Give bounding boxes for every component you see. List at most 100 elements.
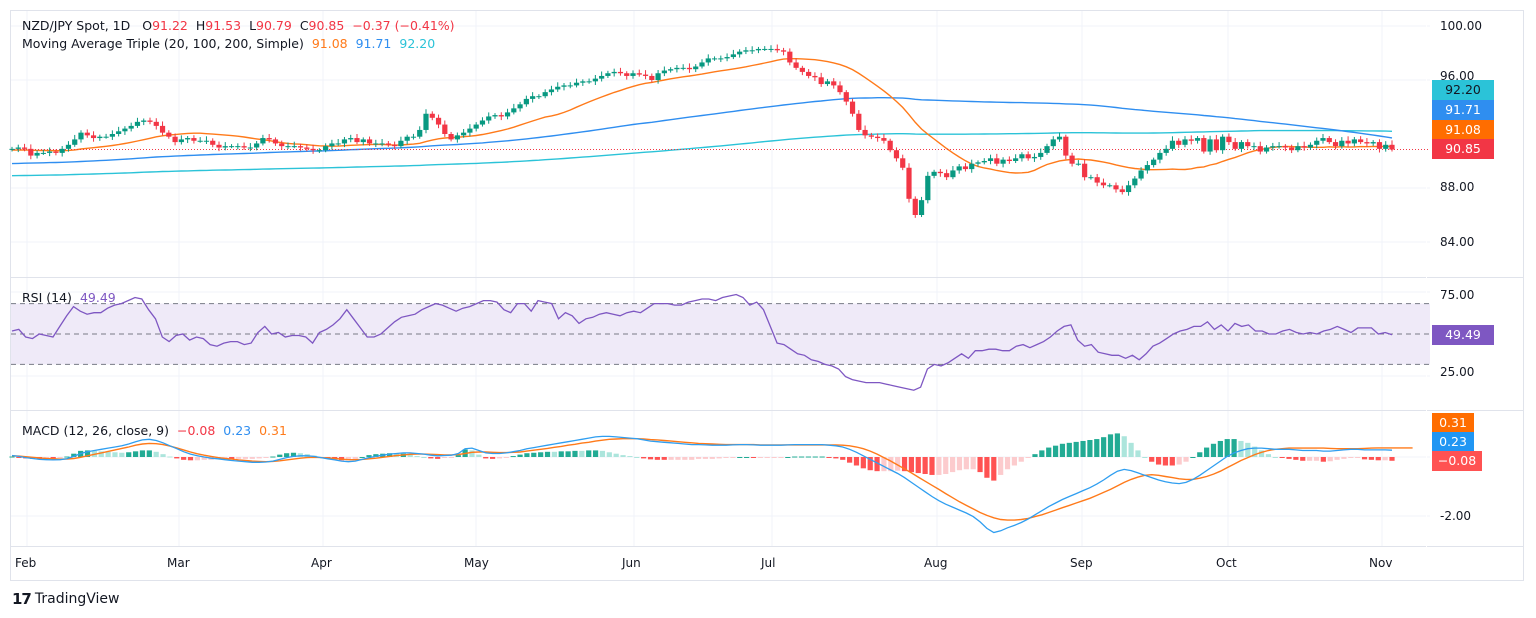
macd-histogram-bar [1327, 457, 1333, 462]
macd-histogram-bar [366, 455, 372, 457]
candle-up [78, 132, 84, 140]
candle-up [72, 139, 78, 145]
candle-up [1351, 139, 1357, 144]
candle-up [1013, 158, 1019, 161]
candle-up [348, 138, 354, 140]
candle-up [341, 139, 348, 144]
rsi-title[interactable]: RSI (14) [22, 290, 72, 305]
macd-histogram-bar [1046, 447, 1052, 457]
candlesticks [9, 44, 1395, 218]
ma-title[interactable]: Moving Average Triple (20, 100, 200, Sim… [22, 36, 304, 51]
macd-histogram-bar [1355, 457, 1361, 458]
macd-histogram-bar [544, 451, 551, 457]
macd-histogram-bar [1101, 437, 1107, 457]
macd-histogram-bar [867, 457, 873, 471]
macd-histogram-bar [84, 450, 91, 457]
candle-up [511, 108, 517, 113]
candle-down [216, 144, 222, 148]
macd-histogram-bar [922, 457, 928, 474]
macd-histogram-bar [1066, 442, 1072, 457]
brand-label: TradingView [34, 591, 120, 607]
candle-up [247, 147, 253, 149]
macd-histogram-bar [826, 457, 832, 458]
macd-histogram-bar [1252, 446, 1258, 457]
candle-down [272, 139, 279, 144]
candle-down [1389, 144, 1395, 150]
macd-histogram-bar [1197, 452, 1203, 457]
candle-down [818, 77, 824, 85]
candle-up [987, 158, 994, 161]
price-legend: NZD/JPY Spot, 1D O91.22 H91.53 L90.79 C9… [22, 18, 459, 33]
candle-down [787, 51, 793, 63]
macd-histogram-bar [792, 456, 798, 458]
macd-histogram-bar [1039, 450, 1045, 457]
candle-up [1295, 146, 1301, 151]
macd-histogram-bar [785, 457, 791, 458]
macd-histogram-bar [819, 456, 825, 458]
time-tick: Oct [1216, 556, 1237, 570]
candle-up [1276, 146, 1282, 148]
macd-histogram-bar [270, 456, 276, 458]
macd-histogram-bar [1094, 439, 1100, 457]
candle-up [379, 143, 385, 145]
macd-histogram-bar [263, 457, 269, 458]
candle-up [711, 58, 718, 60]
candle-down [297, 146, 304, 148]
macd-histogram-bar [702, 457, 709, 459]
macd-histogram-bar [853, 457, 860, 466]
price-tick: 100.00 [1440, 19, 1482, 33]
candle-up [1163, 148, 1169, 153]
candle-down [53, 151, 59, 153]
candle-up [335, 143, 341, 145]
high-value: 91.53 [205, 18, 242, 33]
macd-histogram-bar [1128, 442, 1134, 457]
candle-up [128, 125, 134, 129]
candle-down [159, 125, 166, 133]
candle-up [548, 89, 555, 93]
macd-histogram-bar [256, 457, 262, 459]
time-tick: Aug [924, 556, 947, 570]
macd-histogram-bar [483, 457, 489, 459]
macd-histogram-bar [579, 450, 585, 457]
candle-up [398, 140, 404, 147]
candle-up [228, 146, 235, 148]
macd-histogram-bar [1320, 457, 1326, 462]
candle-up [285, 146, 291, 148]
macd-histogram-bar [119, 452, 125, 457]
candle-up [1314, 140, 1320, 145]
tradingview-brand[interactable]: 𝟭𝟳 TradingView [12, 590, 119, 608]
tradingview-logo-icon: 𝟭𝟳 [12, 590, 32, 608]
candle-up [1038, 152, 1044, 157]
candle-up [630, 73, 636, 76]
candle-up [611, 71, 617, 74]
macd-histogram-bar [242, 457, 249, 459]
macd-signal-tag: 0.31 [1432, 413, 1474, 433]
time-tick: Jun [621, 556, 641, 570]
candle-up [975, 162, 981, 164]
candle-down [1006, 159, 1012, 161]
candle-down [1326, 138, 1332, 143]
candle-up [1075, 163, 1081, 165]
candle-up [705, 58, 711, 63]
symbol-title[interactable]: NZD/JPY Spot, 1D [22, 18, 131, 33]
macd-histogram-bar [387, 453, 393, 457]
macd-histogram-bar [1142, 457, 1148, 458]
macd-histogram-bar [1293, 457, 1299, 460]
candle-down [962, 166, 969, 170]
macd-histogram-bar [970, 457, 976, 470]
time-tick: May [464, 556, 489, 570]
macd-histogram-bar [1059, 443, 1066, 457]
candle-up [586, 81, 592, 83]
candle-down [1094, 177, 1100, 183]
candle-up [1339, 140, 1345, 147]
macd-histogram-bar [441, 457, 448, 458]
macd-title[interactable]: MACD (12, 26, close, 9) [22, 423, 169, 438]
macd-histogram-bar [668, 457, 674, 460]
grid-lines [11, 11, 1430, 546]
candle-up [523, 98, 529, 105]
candle-down [1176, 140, 1182, 145]
candle-up [97, 136, 103, 139]
candle-up [1270, 146, 1276, 148]
candle-up [122, 128, 128, 132]
